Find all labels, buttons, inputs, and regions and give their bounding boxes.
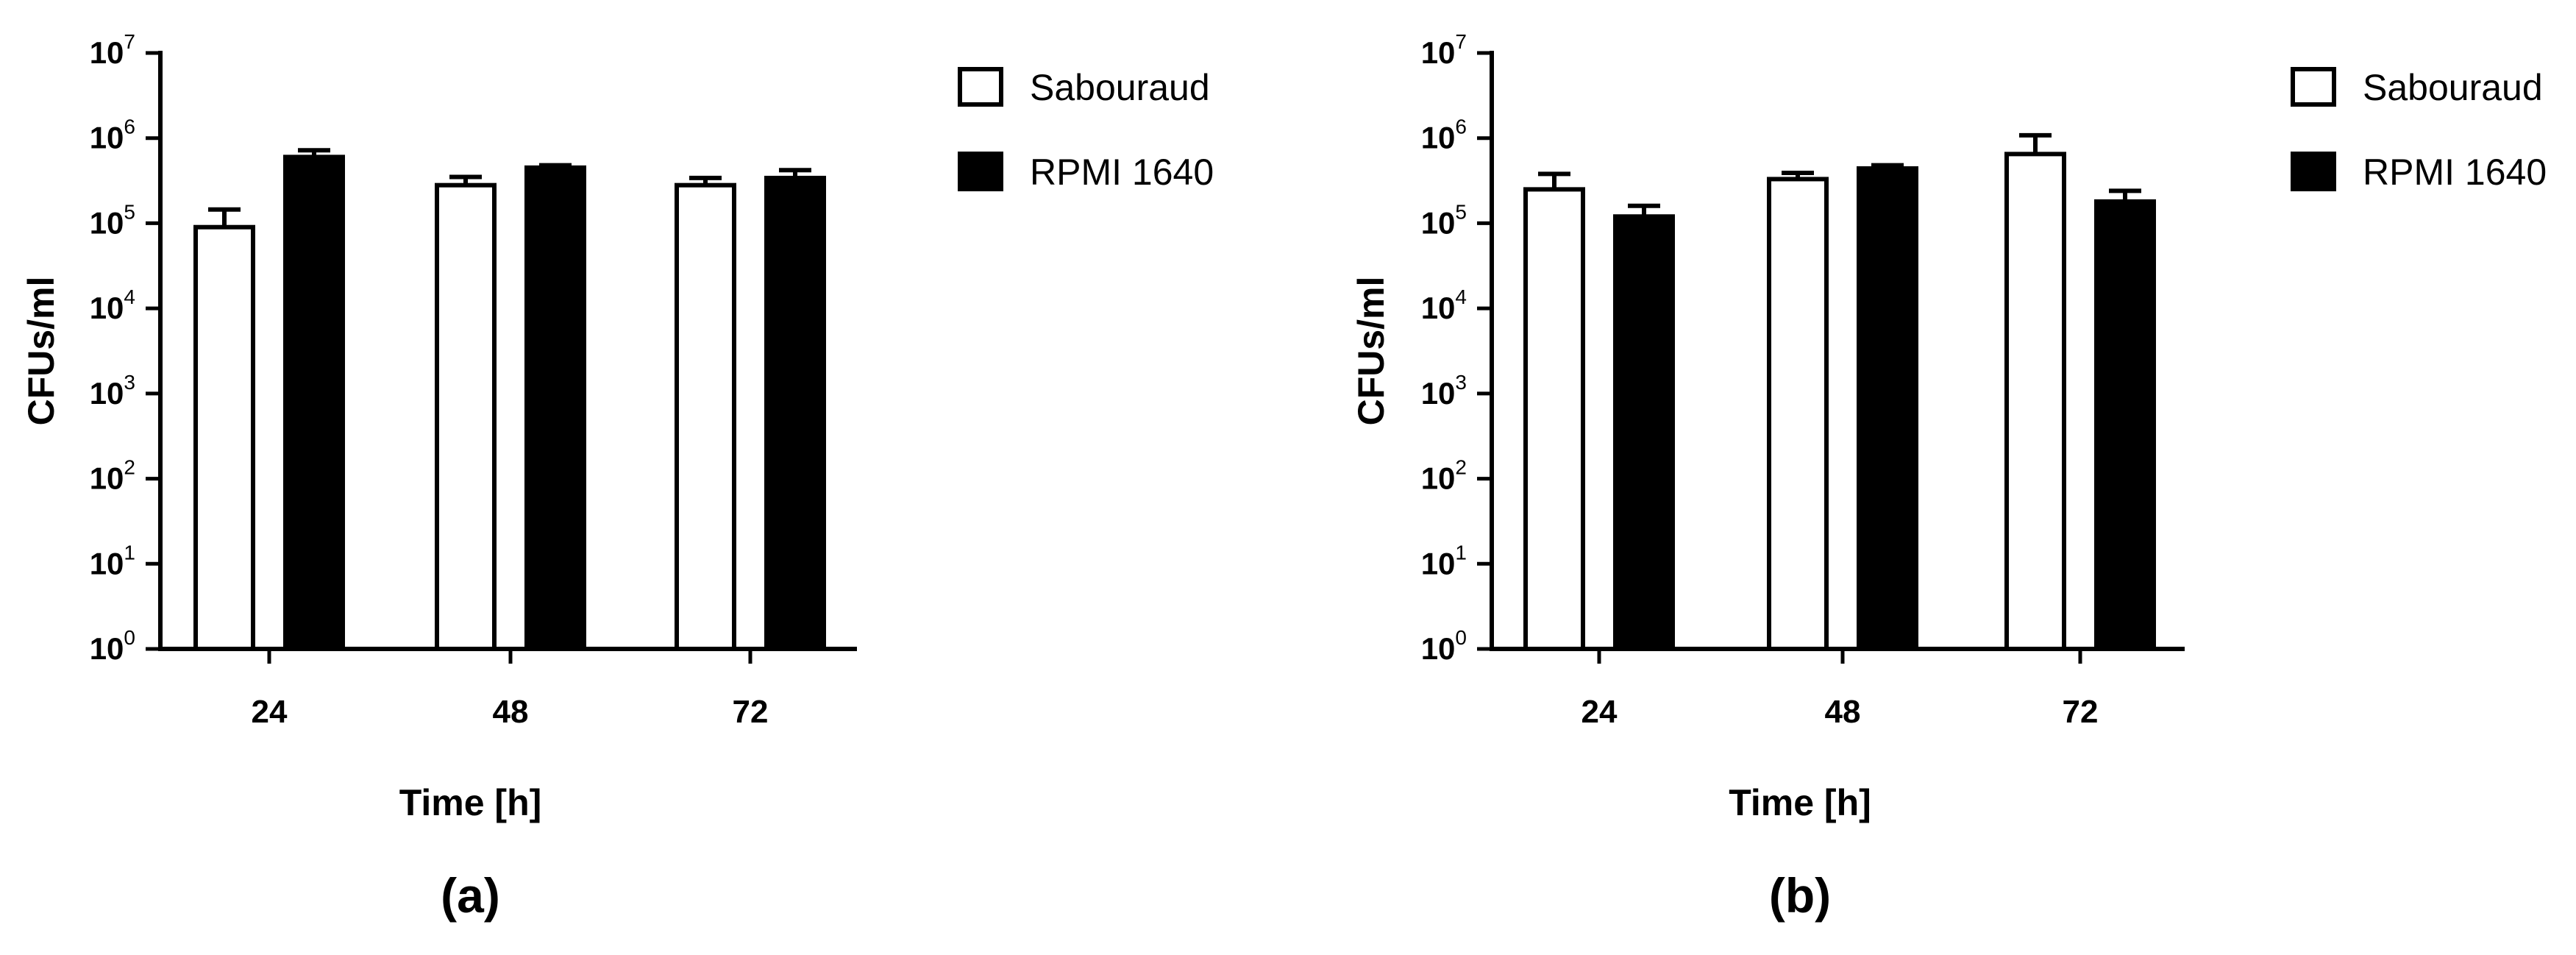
x-tick-label: 48: [1825, 694, 1861, 730]
panel-label: (b): [1769, 868, 1831, 923]
y-tick-label: 104: [1421, 285, 1467, 325]
y-axis-title: CFUs/ml: [21, 277, 62, 426]
y-tick-label: 101: [1421, 541, 1467, 581]
y-tick-label: 101: [90, 541, 135, 581]
bar-rpmi-1640: [2094, 199, 2156, 651]
bar-rpmi-1640: [1613, 214, 1675, 651]
bar-rpmi-1640: [1857, 166, 1918, 651]
y-tick-label: 102: [1421, 456, 1467, 496]
x-tick-label: 72: [2063, 694, 2099, 730]
y-tick-label: 107: [1421, 30, 1467, 70]
bar-sabouraud: [1767, 177, 1829, 652]
bar-sabouraud: [435, 182, 497, 652]
y-tick-label: 105: [1421, 200, 1467, 240]
bar-sabouraud: [1523, 187, 1585, 651]
y-tick-label: 104: [90, 285, 135, 325]
panel-a: 100 101 102 103 104 105 106 107 24 48 72 CFUs/ml Tim…: [21, 30, 1214, 923]
legend-swatch: [958, 152, 1003, 191]
y-tick-label: 106: [90, 116, 135, 155]
legend-entry: Sabouraud: [1030, 67, 1210, 108]
legend-swatch: [2291, 152, 2336, 191]
y-tick-label: 103: [90, 371, 135, 411]
legend-entry: Sabouraud: [2363, 67, 2543, 108]
x-tick-label: 48: [493, 694, 529, 730]
y-tick-label: 100: [90, 626, 135, 666]
y-axis-title: CFUs/ml: [1351, 277, 1392, 426]
y-tick-label: 102: [90, 456, 135, 496]
legend-entry: RPMI 1640: [1030, 152, 1214, 193]
y-tick-label: 100: [1421, 626, 1467, 666]
legend-swatch: [2291, 67, 2336, 107]
bar-rpmi-1640: [524, 165, 586, 652]
panel-b: 100 101 102 103 104 105 106 107 24 48 72 CFUs/ml Tim…: [1351, 30, 2547, 923]
y-tick-label: 105: [90, 200, 135, 240]
bar-rpmi-1640: [764, 175, 826, 651]
bar-sabouraud: [193, 224, 255, 651]
x-axis-title: Time [h]: [1729, 782, 1871, 823]
bar-sabouraud: [2004, 152, 2066, 652]
y-tick-label: 103: [1421, 371, 1467, 411]
legend-swatch: [958, 67, 1003, 107]
x-tick-label: 24: [1581, 694, 1618, 730]
x-tick-label: 72: [733, 694, 769, 730]
x-axis-title: Time [h]: [399, 782, 542, 823]
bar-sabouraud: [675, 182, 736, 652]
legend-entry: RPMI 1640: [2363, 152, 2547, 193]
bar-rpmi-1640: [283, 155, 345, 651]
panel-label: (a): [441, 868, 500, 923]
x-tick-label: 24: [252, 694, 288, 730]
y-tick-label: 106: [1421, 116, 1467, 155]
y-tick-label: 107: [90, 30, 135, 70]
